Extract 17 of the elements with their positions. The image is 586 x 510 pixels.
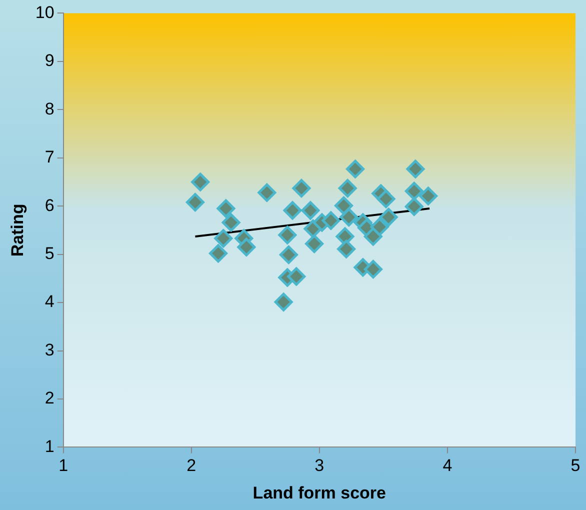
y-tick-label: 3: [44, 340, 54, 360]
x-axis-title: Land form score: [252, 483, 386, 502]
y-tick-label: 9: [44, 51, 54, 70]
x-tick-label: 1: [58, 456, 68, 476]
y-tick-label: 2: [44, 388, 54, 408]
x-tick-label: 2: [186, 456, 196, 476]
y-tick-label: 1: [44, 436, 54, 456]
y-axis-title: Rating: [8, 204, 27, 257]
y-tick-label: 6: [44, 196, 54, 215]
x-tick-label: 5: [570, 456, 580, 476]
y-tick-label: 8: [44, 99, 54, 118]
x-tick-label: 4: [442, 456, 452, 476]
y-tick-label: 10: [35, 2, 54, 22]
x-tick-label: 3: [314, 456, 324, 476]
y-tick-label: 5: [44, 244, 54, 263]
y-tick-label: 4: [44, 292, 54, 312]
y-tick-label: 7: [44, 148, 54, 167]
